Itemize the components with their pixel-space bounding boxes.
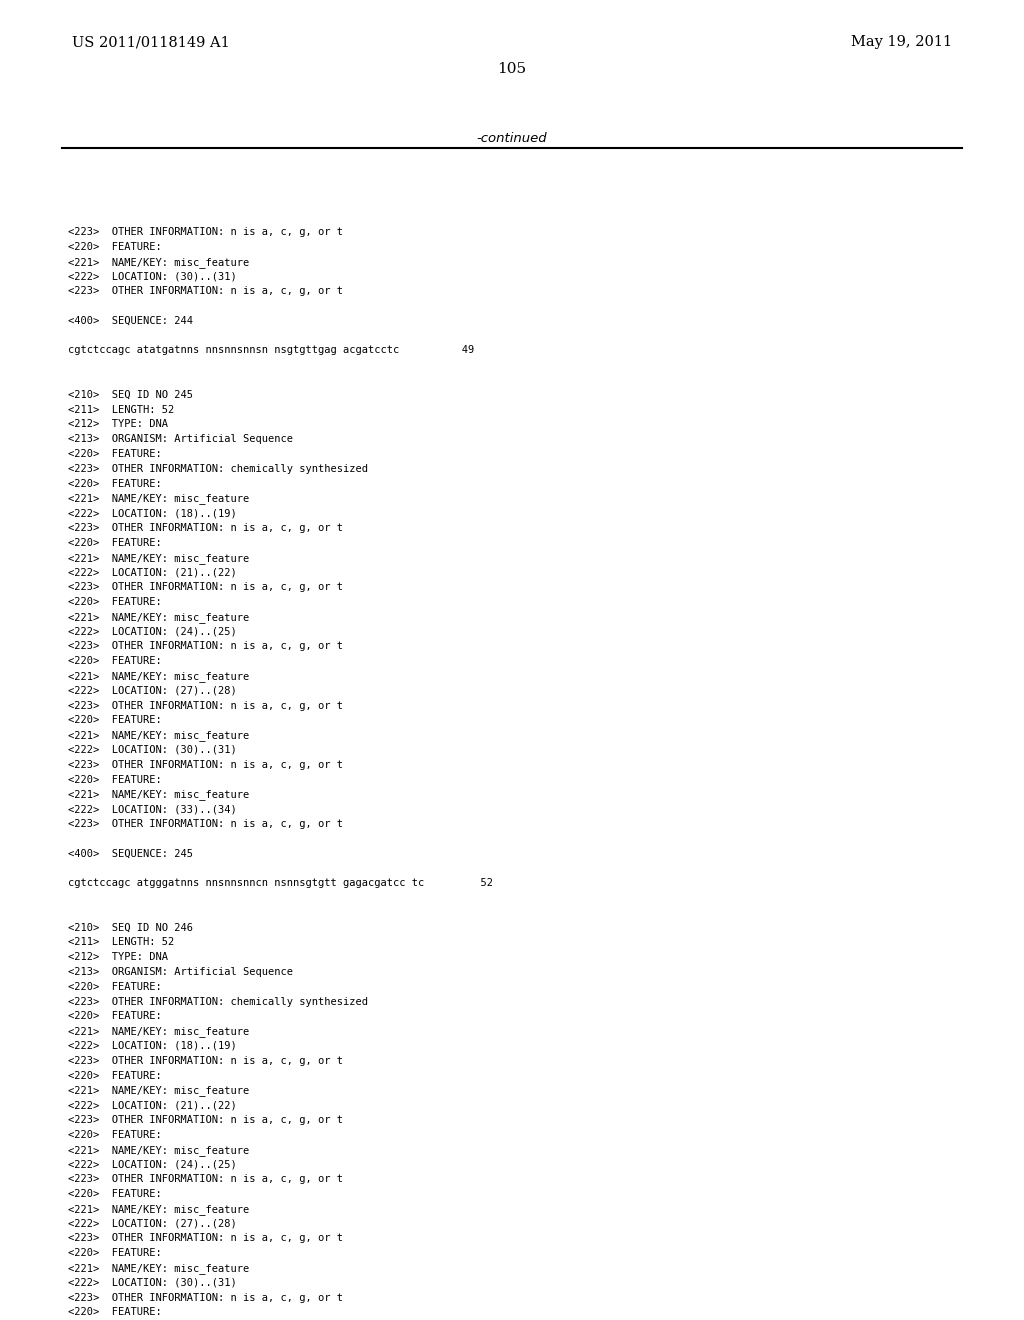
Text: <220>  FEATURE:: <220> FEATURE: (68, 775, 162, 784)
Text: <212>  TYPE: DNA: <212> TYPE: DNA (68, 952, 168, 962)
Text: <213>  ORGANISM: Artificial Sequence: <213> ORGANISM: Artificial Sequence (68, 968, 293, 977)
Text: <213>  ORGANISM: Artificial Sequence: <213> ORGANISM: Artificial Sequence (68, 434, 293, 445)
Text: <223>  OTHER INFORMATION: n is a, c, g, or t: <223> OTHER INFORMATION: n is a, c, g, o… (68, 1292, 343, 1303)
Text: <221>  NAME/KEY: misc_feature: <221> NAME/KEY: misc_feature (68, 1026, 249, 1038)
Text: <221>  NAME/KEY: misc_feature: <221> NAME/KEY: misc_feature (68, 730, 249, 741)
Text: US 2011/0118149 A1: US 2011/0118149 A1 (72, 36, 229, 49)
Text: cgtctccagc atgggatnns nnsnnsnnсn nsnnsgtgtt gagacgatcc tc         52: cgtctccagc atgggatnns nnsnnsnnсn nsnnsgt… (68, 878, 493, 888)
Text: <222>  LOCATION: (21)..(22): <222> LOCATION: (21)..(22) (68, 568, 237, 577)
Text: <222>  LOCATION: (24)..(25): <222> LOCATION: (24)..(25) (68, 627, 237, 636)
Text: <212>  TYPE: DNA: <212> TYPE: DNA (68, 420, 168, 429)
Text: <223>  OTHER INFORMATION: n is a, c, g, or t: <223> OTHER INFORMATION: n is a, c, g, o… (68, 701, 343, 710)
Text: -continued: -continued (477, 132, 547, 145)
Text: <220>  FEATURE:: <220> FEATURE: (68, 597, 162, 607)
Text: <222>  LOCATION: (21)..(22): <222> LOCATION: (21)..(22) (68, 1100, 237, 1110)
Text: <221>  NAME/KEY: misc_feature: <221> NAME/KEY: misc_feature (68, 494, 249, 504)
Text: <220>  FEATURE:: <220> FEATURE: (68, 242, 162, 252)
Text: <223>  OTHER INFORMATION: n is a, c, g, or t: <223> OTHER INFORMATION: n is a, c, g, o… (68, 227, 343, 238)
Text: <222>  LOCATION: (30)..(31): <222> LOCATION: (30)..(31) (68, 1278, 237, 1288)
Text: <210>  SEQ ID NO 245: <210> SEQ ID NO 245 (68, 389, 193, 400)
Text: <220>  FEATURE:: <220> FEATURE: (68, 449, 162, 459)
Text: <223>  OTHER INFORMATION: n is a, c, g, or t: <223> OTHER INFORMATION: n is a, c, g, o… (68, 760, 343, 770)
Text: <400>  SEQUENCE: 245: <400> SEQUENCE: 245 (68, 849, 193, 858)
Text: May 19, 2011: May 19, 2011 (851, 36, 952, 49)
Text: <220>  FEATURE:: <220> FEATURE: (68, 1249, 162, 1258)
Text: <222>  LOCATION: (27)..(28): <222> LOCATION: (27)..(28) (68, 686, 237, 696)
Text: <221>  NAME/KEY: misc_feature: <221> NAME/KEY: misc_feature (68, 1144, 249, 1155)
Text: <223>  OTHER INFORMATION: n is a, c, g, or t: <223> OTHER INFORMATION: n is a, c, g, o… (68, 1233, 343, 1243)
Text: <221>  NAME/KEY: misc_feature: <221> NAME/KEY: misc_feature (68, 1263, 249, 1274)
Text: <221>  NAME/KEY: misc_feature: <221> NAME/KEY: misc_feature (68, 1204, 249, 1214)
Text: <222>  LOCATION: (30)..(31): <222> LOCATION: (30)..(31) (68, 744, 237, 755)
Text: <223>  OTHER INFORMATION: n is a, c, g, or t: <223> OTHER INFORMATION: n is a, c, g, o… (68, 1056, 343, 1065)
Text: <220>  FEATURE:: <220> FEATURE: (68, 1189, 162, 1199)
Text: <223>  OTHER INFORMATION: n is a, c, g, or t: <223> OTHER INFORMATION: n is a, c, g, o… (68, 523, 343, 533)
Text: <221>  NAME/KEY: misc_feature: <221> NAME/KEY: misc_feature (68, 611, 249, 623)
Text: <220>  FEATURE:: <220> FEATURE: (68, 537, 162, 548)
Text: <223>  OTHER INFORMATION: n is a, c, g, or t: <223> OTHER INFORMATION: n is a, c, g, o… (68, 582, 343, 593)
Text: <223>  OTHER INFORMATION: n is a, c, g, or t: <223> OTHER INFORMATION: n is a, c, g, o… (68, 286, 343, 296)
Text: <220>  FEATURE:: <220> FEATURE: (68, 1130, 162, 1139)
Text: cgtctccagc atatgatnns nnsnnsnnsn nsgtgttgag acgatcctc          49: cgtctccagc atatgatnns nnsnnsnnsn nsgtgtt… (68, 346, 474, 355)
Text: <220>  FEATURE:: <220> FEATURE: (68, 656, 162, 667)
Text: <222>  LOCATION: (33)..(34): <222> LOCATION: (33)..(34) (68, 804, 237, 814)
Text: <222>  LOCATION: (18)..(19): <222> LOCATION: (18)..(19) (68, 1041, 237, 1051)
Text: <220>  FEATURE:: <220> FEATURE: (68, 479, 162, 488)
Text: <223>  OTHER INFORMATION: n is a, c, g, or t: <223> OTHER INFORMATION: n is a, c, g, o… (68, 642, 343, 651)
Text: <223>  OTHER INFORMATION: n is a, c, g, or t: <223> OTHER INFORMATION: n is a, c, g, o… (68, 818, 343, 829)
Text: <222>  LOCATION: (18)..(19): <222> LOCATION: (18)..(19) (68, 508, 237, 519)
Text: <221>  NAME/KEY: misc_feature: <221> NAME/KEY: misc_feature (68, 789, 249, 800)
Text: <222>  LOCATION: (27)..(28): <222> LOCATION: (27)..(28) (68, 1218, 237, 1229)
Text: <220>  FEATURE:: <220> FEATURE: (68, 982, 162, 991)
Text: <222>  LOCATION: (30)..(31): <222> LOCATION: (30)..(31) (68, 272, 237, 281)
Text: <220>  FEATURE:: <220> FEATURE: (68, 1011, 162, 1022)
Text: <210>  SEQ ID NO 246: <210> SEQ ID NO 246 (68, 923, 193, 933)
Text: <223>  OTHER INFORMATION: chemically synthesized: <223> OTHER INFORMATION: chemically synt… (68, 997, 368, 1007)
Text: <223>  OTHER INFORMATION: n is a, c, g, or t: <223> OTHER INFORMATION: n is a, c, g, o… (68, 1115, 343, 1125)
Text: 105: 105 (498, 62, 526, 77)
Text: <211>  LENGTH: 52: <211> LENGTH: 52 (68, 937, 174, 948)
Text: <223>  OTHER INFORMATION: n is a, c, g, or t: <223> OTHER INFORMATION: n is a, c, g, o… (68, 1175, 343, 1184)
Text: <222>  LOCATION: (24)..(25): <222> LOCATION: (24)..(25) (68, 1159, 237, 1170)
Text: <221>  NAME/KEY: misc_feature: <221> NAME/KEY: misc_feature (68, 553, 249, 564)
Text: <221>  NAME/KEY: misc_feature: <221> NAME/KEY: misc_feature (68, 671, 249, 682)
Text: <223>  OTHER INFORMATION: chemically synthesized: <223> OTHER INFORMATION: chemically synt… (68, 463, 368, 474)
Text: <221>  NAME/KEY: misc_feature: <221> NAME/KEY: misc_feature (68, 1085, 249, 1097)
Text: <211>  LENGTH: 52: <211> LENGTH: 52 (68, 405, 174, 414)
Text: <221>  NAME/KEY: misc_feature: <221> NAME/KEY: misc_feature (68, 256, 249, 268)
Text: <220>  FEATURE:: <220> FEATURE: (68, 1307, 162, 1317)
Text: <220>  FEATURE:: <220> FEATURE: (68, 1071, 162, 1081)
Text: <400>  SEQUENCE: 244: <400> SEQUENCE: 244 (68, 315, 193, 326)
Text: <220>  FEATURE:: <220> FEATURE: (68, 715, 162, 726)
